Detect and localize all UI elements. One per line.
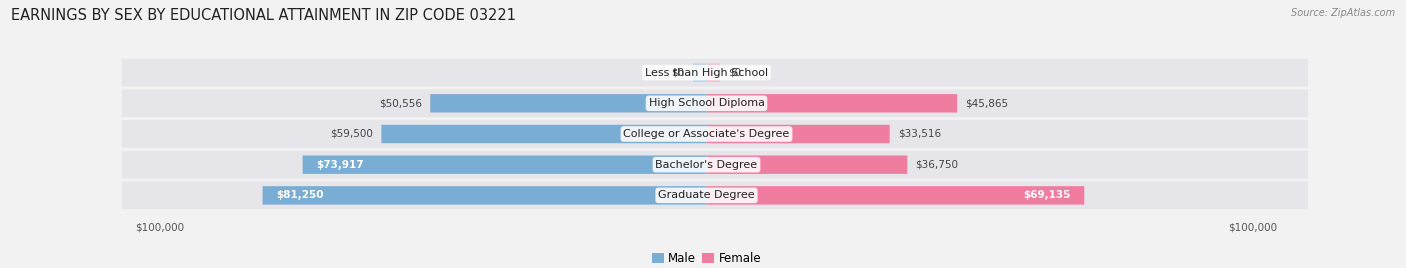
Text: $59,500: $59,500 xyxy=(330,129,373,139)
Text: $73,917: $73,917 xyxy=(316,160,364,170)
Text: Less than High School: Less than High School xyxy=(645,68,768,78)
Text: $69,135: $69,135 xyxy=(1024,190,1070,200)
Text: Graduate Degree: Graduate Degree xyxy=(658,190,755,200)
FancyBboxPatch shape xyxy=(381,125,707,143)
FancyBboxPatch shape xyxy=(707,155,907,174)
Text: $81,250: $81,250 xyxy=(276,190,323,200)
Text: High School Diploma: High School Diploma xyxy=(648,98,765,108)
Text: College or Associate's Degree: College or Associate's Degree xyxy=(623,129,790,139)
Text: $50,556: $50,556 xyxy=(380,98,422,108)
FancyBboxPatch shape xyxy=(122,151,1368,178)
FancyBboxPatch shape xyxy=(707,94,957,113)
FancyBboxPatch shape xyxy=(122,181,1368,209)
Text: Source: ZipAtlas.com: Source: ZipAtlas.com xyxy=(1291,8,1395,18)
Text: $45,865: $45,865 xyxy=(966,98,1008,108)
Text: $36,750: $36,750 xyxy=(915,160,959,170)
Text: Bachelor's Degree: Bachelor's Degree xyxy=(655,160,758,170)
FancyBboxPatch shape xyxy=(302,155,707,174)
FancyBboxPatch shape xyxy=(430,94,707,113)
Legend: Male, Female: Male, Female xyxy=(647,247,766,268)
FancyBboxPatch shape xyxy=(122,59,1368,87)
Text: $33,516: $33,516 xyxy=(898,129,941,139)
FancyBboxPatch shape xyxy=(707,186,1084,204)
FancyBboxPatch shape xyxy=(122,90,1368,117)
FancyBboxPatch shape xyxy=(263,186,707,204)
Text: EARNINGS BY SEX BY EDUCATIONAL ATTAINMENT IN ZIP CODE 03221: EARNINGS BY SEX BY EDUCATIONAL ATTAINMEN… xyxy=(11,8,516,23)
Text: $0: $0 xyxy=(672,68,685,78)
FancyBboxPatch shape xyxy=(707,125,890,143)
FancyBboxPatch shape xyxy=(122,120,1368,148)
FancyBboxPatch shape xyxy=(707,64,720,82)
Text: $0: $0 xyxy=(728,68,741,78)
FancyBboxPatch shape xyxy=(693,64,707,82)
